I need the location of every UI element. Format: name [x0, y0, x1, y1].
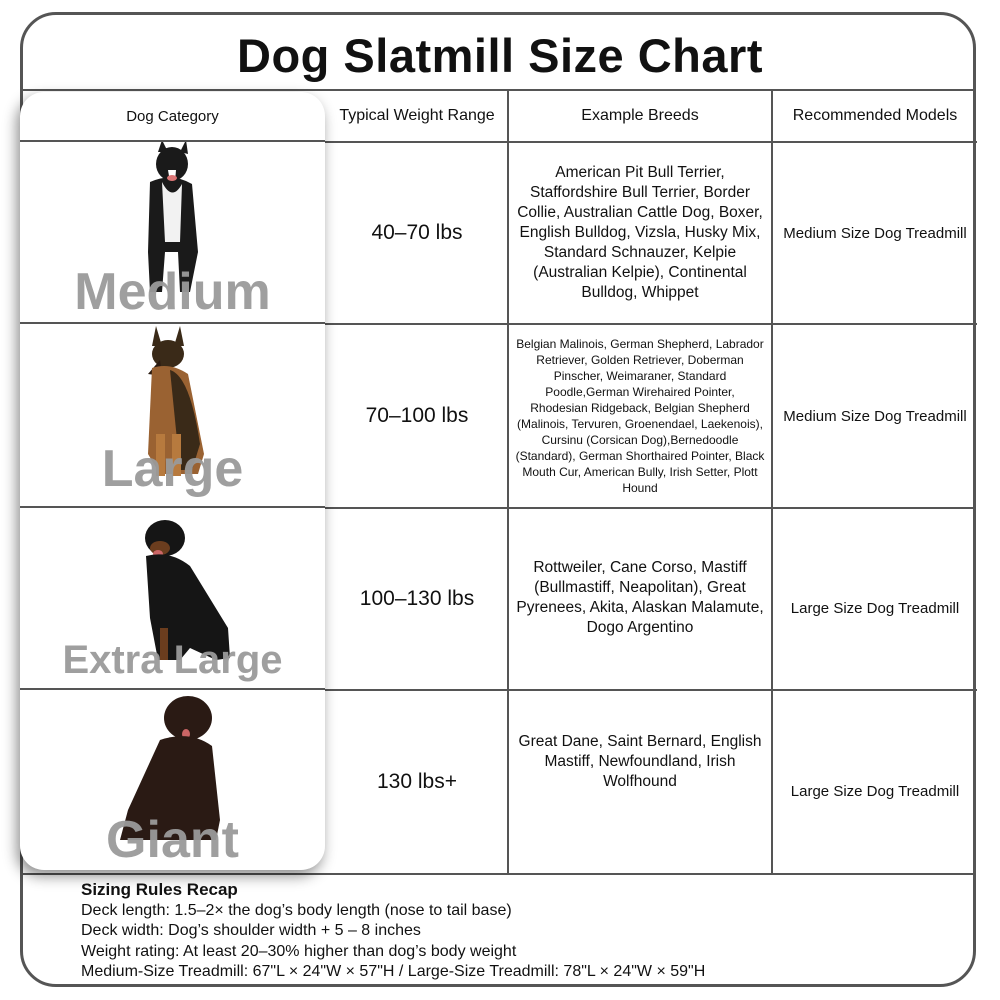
divider: [507, 90, 509, 873]
divider: [22, 89, 976, 91]
newfoundland-image: [120, 696, 220, 840]
category-card: Dog Category Medium Large: [20, 92, 325, 870]
divider: [325, 507, 973, 509]
category-giant: Giant: [20, 690, 325, 870]
breeds-giant: Great Dane, Saint Bernard, English Masti…: [518, 733, 762, 790]
breeds-large: Belgian Malinois, German Shepherd, Labra…: [515, 337, 765, 495]
header-weight: Typical Weight Range: [339, 106, 495, 124]
divider: [771, 90, 773, 873]
recap-line: Weight rating: At least 20–30% higher th…: [81, 942, 517, 960]
header-breeds: Example Breeds: [581, 106, 699, 124]
divider: [20, 506, 325, 508]
model-extra-large: Large Size Dog Treadmill: [790, 599, 960, 617]
category-large: Large: [20, 324, 325, 506]
divider: [325, 689, 977, 691]
header-models: Recommended Models: [792, 106, 958, 124]
category-medium: Medium: [20, 142, 325, 322]
weight-extra-large: 100–130 lbs: [359, 587, 475, 610]
breeds-extra-large: Rottweiler, Cane Corso, Mastiff (Bullmas…: [516, 559, 764, 636]
recap-line: Deck length: 1.5–2× the dog’s body lengt…: [81, 901, 512, 919]
divider: [20, 140, 325, 142]
model-medium: Medium Size Dog Treadmill: [783, 224, 967, 242]
breeds-medium: American Pit Bull Terrier, Staffordshire…: [517, 164, 763, 301]
weight-giant: 130 lbs+: [377, 770, 457, 793]
header-category: Dog Category: [126, 107, 219, 125]
model-large: Medium Size Dog Treadmill: [783, 407, 967, 425]
recap-line: Deck width: Dog’s shoulder width + 5 – 8…: [81, 922, 421, 939]
divider: [22, 873, 976, 875]
recap-line: Medium-Size Treadmill: 67"L × 24"W × 57"…: [81, 963, 706, 980]
model-giant: Large Size Dog Treadmill: [790, 782, 960, 800]
border-collie-image: [148, 142, 198, 292]
category-label: Giant: [106, 811, 239, 869]
category-extra-large: Extra Large: [20, 508, 325, 688]
german-shepherd-image: [148, 326, 204, 476]
divider: [325, 323, 977, 325]
rottweiler-image: [145, 520, 230, 660]
divider: [325, 141, 977, 143]
weight-medium: 40–70 lbs: [371, 221, 463, 244]
category-label: Medium: [74, 263, 271, 321]
divider: [20, 688, 325, 690]
divider: [20, 322, 325, 324]
page-title: Dog Slatmill Size Chart: [237, 29, 763, 82]
category-label: Extra Large: [62, 638, 283, 682]
weight-large: 70–100 lbs: [365, 404, 469, 427]
recap-title: Sizing Rules Recap: [81, 880, 238, 899]
category-label: Large: [101, 440, 244, 498]
sizing-rules-recap: Sizing Rules Recap Deck length: 1.5–2× t…: [81, 880, 705, 983]
